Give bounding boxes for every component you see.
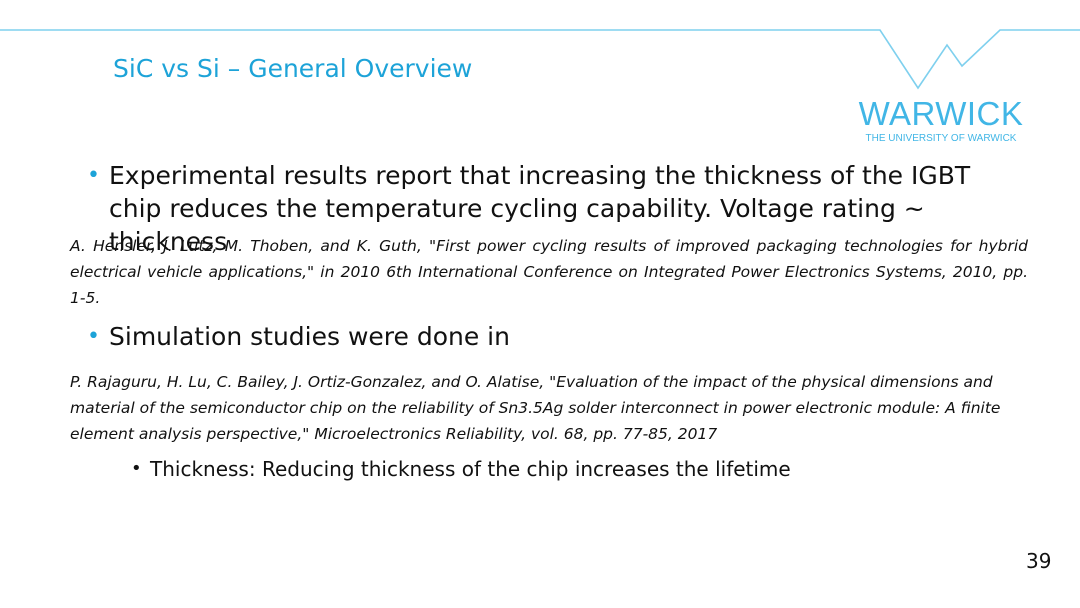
reference-rajaguru-2017: P. Rajaguru, H. Lu, C. Bailey, J. Ortiz-… xyxy=(70,373,1001,443)
logo-wordmark: WARWICK xyxy=(858,95,1024,132)
header-line-decoration xyxy=(0,29,1080,90)
bullet-experimental-results: Experimental results report that increas… xyxy=(109,161,971,256)
header-rule xyxy=(0,29,1080,90)
warwick-logo: WARWICK THE UNIVERSITY OF WARWICK xyxy=(850,96,1032,145)
reference-hensler-2010: A. Hensler, J. Lutz, M. Thoben, and K. G… xyxy=(70,237,1028,307)
logo-subtitle: THE UNIVERSITY OF WARWICK xyxy=(865,133,1017,144)
sub-bullet-marker: • xyxy=(131,458,142,479)
sub-bullet-thickness: Thickness: Reducing thickness of the chi… xyxy=(150,457,791,481)
slide-title: SiC vs Si – General Overview xyxy=(113,54,473,83)
page-number: 39 xyxy=(1026,549,1052,573)
bullet-simulation-studies: Simulation studies were done in xyxy=(109,322,510,351)
bullet-marker: • xyxy=(87,163,100,188)
bullet-marker: • xyxy=(87,324,100,349)
